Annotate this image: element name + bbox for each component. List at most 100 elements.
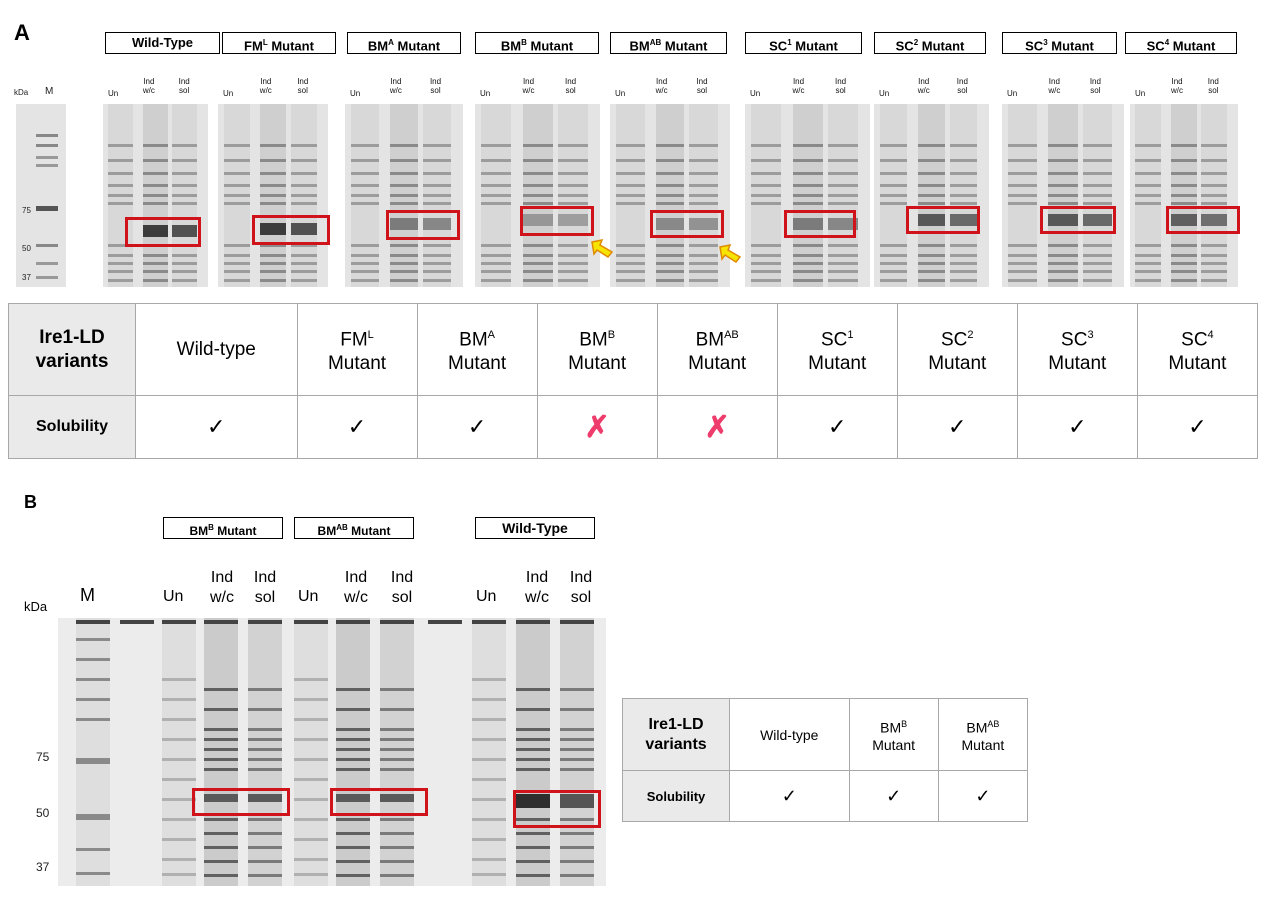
gel-band — [389, 159, 419, 162]
gel-band — [108, 202, 134, 205]
gel-band — [472, 758, 506, 761]
gel-lane — [1135, 104, 1162, 287]
gel-band — [290, 172, 317, 175]
gel-band — [1135, 254, 1162, 257]
gel-band — [1082, 279, 1112, 282]
gel-band — [516, 832, 550, 835]
gel-band — [481, 262, 512, 265]
gel-band — [336, 832, 370, 835]
gel-band — [204, 846, 238, 849]
gel-band — [516, 768, 550, 771]
gel-band — [1135, 194, 1162, 197]
highlight-box — [906, 206, 980, 234]
gel-band — [516, 758, 550, 761]
gel-band — [248, 738, 282, 741]
gel-band — [1048, 270, 1078, 273]
gel-band — [350, 184, 380, 187]
target-band — [380, 794, 414, 802]
gel-band — [560, 708, 594, 711]
gel-band — [472, 718, 506, 721]
gel-band — [422, 270, 452, 273]
gel-band — [616, 144, 645, 147]
label-base: FM — [244, 38, 263, 54]
gel-lane — [1171, 104, 1197, 287]
check-icon: ✓ — [1136, 395, 1259, 459]
gel-band — [1048, 144, 1078, 147]
well-band — [162, 620, 196, 624]
gel-band — [422, 184, 452, 187]
gel-band — [1048, 244, 1078, 247]
gel-band — [689, 279, 718, 282]
label-superscript: 4 — [1207, 328, 1214, 341]
group-header: BMAB Mutant — [610, 32, 727, 54]
gel-band — [142, 184, 169, 187]
lane-label: Ind w/c — [522, 77, 535, 95]
variant-column-header: SC2 Mutant — [896, 303, 1018, 396]
gel-band — [290, 244, 317, 247]
gel-band — [380, 738, 414, 741]
gel-band — [204, 832, 238, 835]
gel-band — [827, 279, 858, 282]
lane-label: Un — [879, 89, 890, 98]
gel-band — [248, 758, 282, 761]
lane-label-line: w/c — [344, 589, 368, 606]
gel-band — [689, 184, 718, 187]
target-band — [827, 218, 858, 230]
gel-lane — [120, 618, 154, 886]
gel-lane — [472, 618, 506, 886]
gel-band — [259, 279, 287, 282]
gel-band — [557, 194, 588, 197]
gel-band — [879, 159, 908, 162]
label-suffix: Mutant — [267, 38, 314, 54]
highlight-box — [330, 788, 428, 816]
gel-band — [336, 748, 370, 751]
target-band — [792, 218, 823, 230]
gel-band — [108, 144, 134, 147]
gel-band — [142, 159, 169, 162]
label-suffix: Mutant — [1047, 38, 1094, 54]
gel-band — [204, 708, 238, 711]
lane-label: Ind w/c — [1048, 77, 1061, 95]
gel-band — [172, 194, 198, 197]
highlight-box — [1166, 206, 1240, 234]
gel-band — [1048, 194, 1078, 197]
gel-band — [655, 172, 685, 175]
panel-a-label: A — [14, 20, 30, 45]
gel-band — [389, 279, 419, 282]
solubility-table-b: Ire1-LD variants Wild-type BMB Mutant BMAB M… — [622, 698, 1029, 822]
gel-band — [422, 159, 452, 162]
well-band — [120, 620, 154, 624]
label-base: BM — [189, 524, 209, 538]
gel-band — [422, 279, 452, 282]
well-band — [472, 620, 506, 624]
lane-label: Ind sol — [956, 77, 968, 95]
gel-band — [142, 262, 169, 265]
gel-band — [1008, 194, 1038, 197]
gel-lane — [616, 104, 645, 287]
gel-band — [472, 778, 506, 781]
lane-label: Ind w/c — [389, 77, 402, 95]
gel-band — [1201, 144, 1228, 147]
group-header: FML Mutant — [222, 32, 336, 54]
lane-label: Ind sol — [249, 568, 281, 608]
lane-label-line: Ind — [210, 569, 234, 586]
target-band — [689, 218, 718, 230]
gel-band — [162, 873, 196, 876]
group-header: SC2 Mutant — [874, 32, 986, 54]
gel-band — [522, 244, 553, 247]
label-base: BM — [367, 38, 389, 54]
gel-band — [350, 144, 380, 147]
gel-band — [76, 848, 110, 851]
label-line2: Mutant — [872, 737, 916, 754]
gel-band — [336, 728, 370, 731]
gel-band — [1135, 144, 1162, 147]
gel-band — [142, 144, 169, 147]
label-superscript: 3 — [1043, 38, 1048, 47]
lane-label: Ind w/c — [917, 77, 930, 95]
gel-band — [248, 688, 282, 691]
gel-band — [223, 279, 250, 282]
solubility-label: Solubility — [622, 770, 730, 822]
gel-band — [472, 838, 506, 841]
label-superscript: 4 — [1164, 38, 1170, 47]
gel-band — [516, 738, 550, 741]
